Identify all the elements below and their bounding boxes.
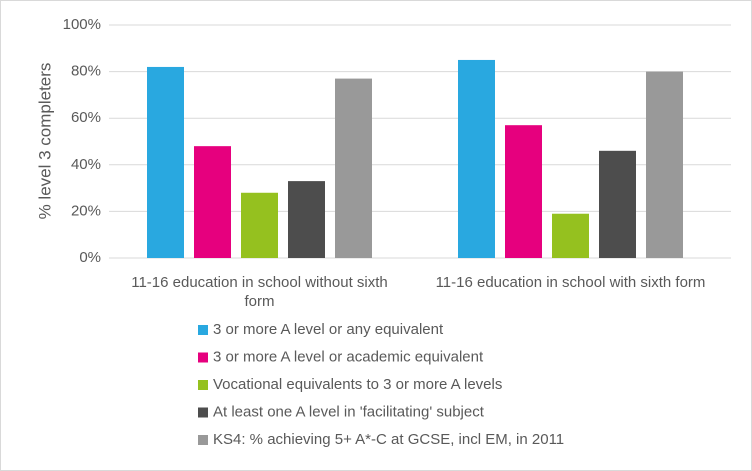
bar: [288, 181, 325, 258]
legend-swatch: [198, 380, 208, 390]
y-tick-label: 80%: [71, 63, 101, 80]
y-tick-label: 100%: [63, 16, 101, 33]
bar: [335, 78, 372, 258]
y-tick-label: 20%: [71, 202, 101, 219]
legend-swatch: [198, 435, 208, 445]
bar: [194, 146, 231, 258]
legend-label: 3 or more A level or any equivalent: [213, 321, 444, 338]
bar: [147, 66, 184, 258]
legend-label: KS4: % achieving 5+ A*-C at GCSE, incl E…: [213, 431, 564, 448]
y-axis-label: % level 3 completers: [35, 63, 54, 220]
y-tick-label: 40%: [71, 156, 101, 173]
bar: [505, 125, 542, 258]
legend-swatch: [198, 352, 208, 363]
y-tick-label: 60%: [71, 109, 101, 126]
x-tick-label: 11-16 education in school with sixth for…: [435, 274, 706, 291]
bar: [646, 71, 683, 258]
x-tick-label: 11-16 education in school without sixth …: [131, 274, 388, 310]
bar: [241, 192, 278, 258]
bar: [458, 59, 495, 259]
bar: [552, 213, 589, 258]
legend-label: At least one A level in 'facilitating' s…: [213, 403, 485, 420]
legend-label: 3 or more A level or academic equivalent: [213, 348, 484, 365]
bar: [599, 150, 636, 258]
y-tick-label: 0%: [79, 249, 101, 266]
legend-swatch: [198, 407, 208, 418]
legend-label: Vocational equivalents to 3 or more A le…: [213, 376, 502, 393]
legend-swatch: [198, 325, 208, 335]
